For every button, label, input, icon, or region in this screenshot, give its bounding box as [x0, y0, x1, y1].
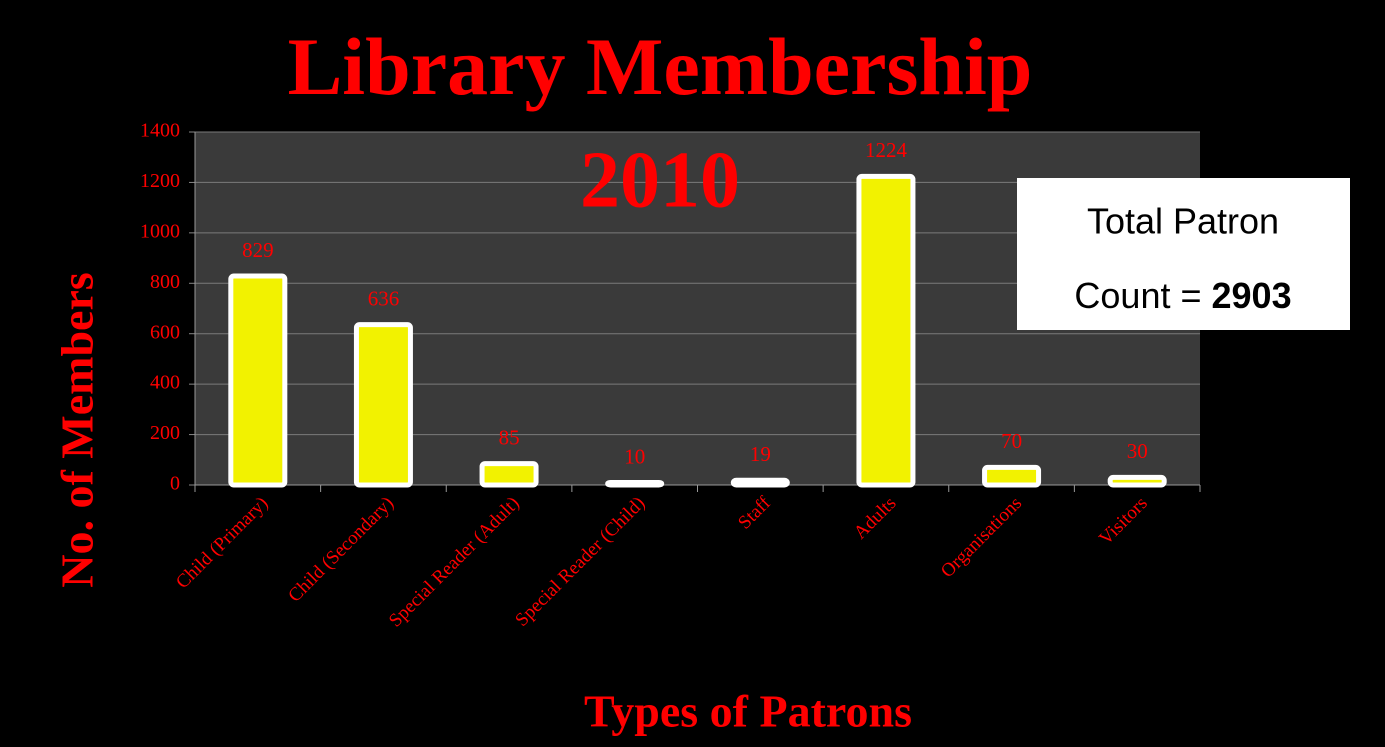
y-tick-label: 800: [150, 271, 180, 293]
annotation-box: [1017, 178, 1350, 330]
bar: [605, 479, 665, 488]
y-tick-label: 1400: [140, 120, 180, 142]
bar: [228, 273, 288, 488]
chart-subtitle: 2010: [580, 136, 740, 224]
chart-title: Library Membership: [288, 21, 1033, 112]
annotation-text: Count =: [1074, 275, 1211, 316]
value-label: 19: [750, 442, 771, 466]
y-tick-label: 600: [150, 321, 180, 343]
annotation-line: Count = 2903: [1074, 275, 1291, 316]
bar: [479, 461, 539, 488]
bars: [228, 173, 1167, 488]
bar: [1107, 474, 1167, 488]
x-axis-title: Types of Patrons: [584, 686, 912, 737]
y-tick-label: 200: [150, 422, 180, 444]
y-tick-label: 1000: [140, 220, 180, 242]
annotation-total: 2903: [1212, 275, 1292, 316]
y-tick-label: 1200: [140, 170, 180, 192]
value-label: 10: [624, 444, 645, 468]
value-label: 1224: [865, 138, 908, 162]
value-label: 636: [368, 286, 400, 310]
value-label: 30: [1127, 439, 1148, 463]
y-tick-label: 0: [170, 473, 180, 495]
value-label: 85: [499, 425, 520, 449]
value-label: 70: [1001, 429, 1022, 453]
bar: [353, 322, 413, 488]
bar: [982, 464, 1042, 488]
y-tick-label: 400: [150, 372, 180, 394]
value-label: 829: [242, 238, 274, 262]
bar: [730, 477, 790, 488]
bar: [856, 173, 916, 488]
annotation-line: Total Patron: [1087, 201, 1279, 242]
y-axis-title: No. of Members: [52, 272, 103, 588]
